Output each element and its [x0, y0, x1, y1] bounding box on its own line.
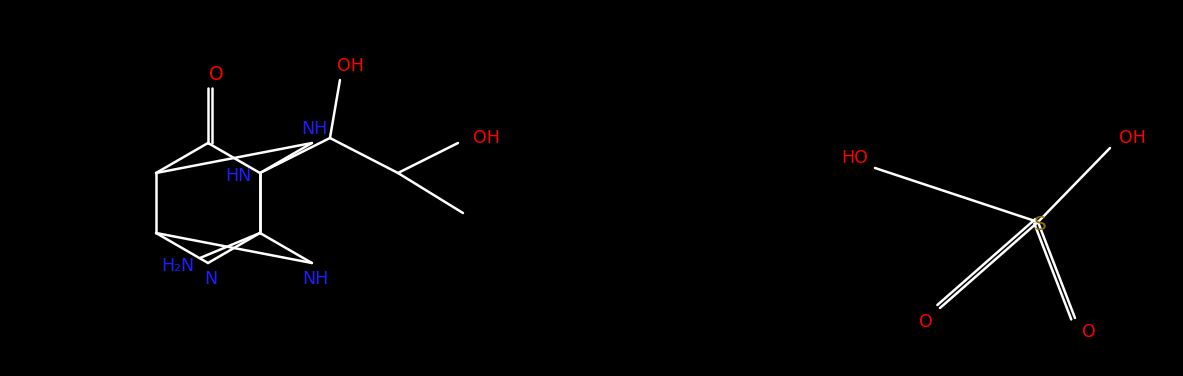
Text: NH: NH — [302, 270, 328, 288]
Text: H₂N: H₂N — [161, 257, 194, 275]
Text: N: N — [205, 270, 218, 288]
Text: HO: HO — [841, 149, 868, 167]
Text: O: O — [919, 313, 933, 331]
Text: NH: NH — [300, 120, 327, 138]
Text: OH: OH — [472, 129, 499, 147]
Text: S: S — [1034, 215, 1047, 235]
Text: OH: OH — [1119, 129, 1145, 147]
Text: O: O — [208, 65, 224, 83]
Text: OH: OH — [336, 57, 363, 75]
Text: HN: HN — [225, 167, 251, 185]
Text: O: O — [1082, 323, 1095, 341]
